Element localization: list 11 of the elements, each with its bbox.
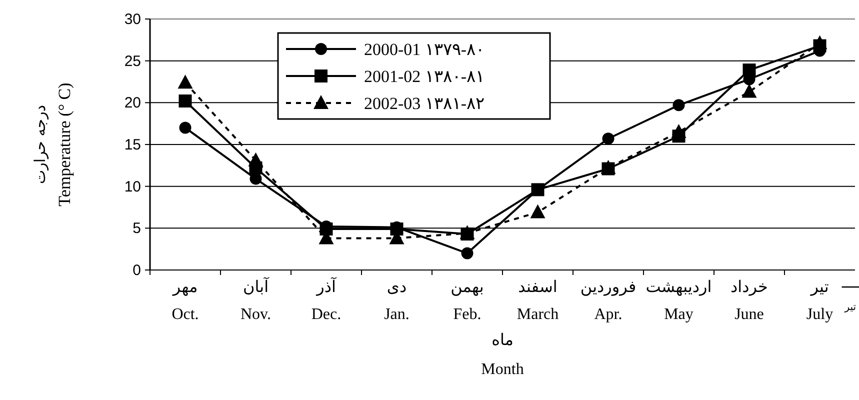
y-tick-label: 15 [124, 136, 141, 154]
y-tick-label: 25 [124, 52, 141, 70]
legend-label: 2001-02 ۱۳۸۰-۸۱ [364, 67, 485, 86]
text: تیر [844, 302, 856, 313]
y-tick-label: 10 [124, 178, 141, 196]
legend-label: 2002-03 ۱۳۸۱-۸۲ [364, 94, 485, 113]
y-tick-label: 20 [124, 94, 141, 112]
y-tick-label: 5 [132, 220, 141, 238]
legend-label: 2000-01 ۱۳۷۹-۸۰ [364, 40, 485, 59]
y-tick-label: 30 [124, 11, 141, 28]
y-tick-label: 0 [132, 262, 141, 279]
